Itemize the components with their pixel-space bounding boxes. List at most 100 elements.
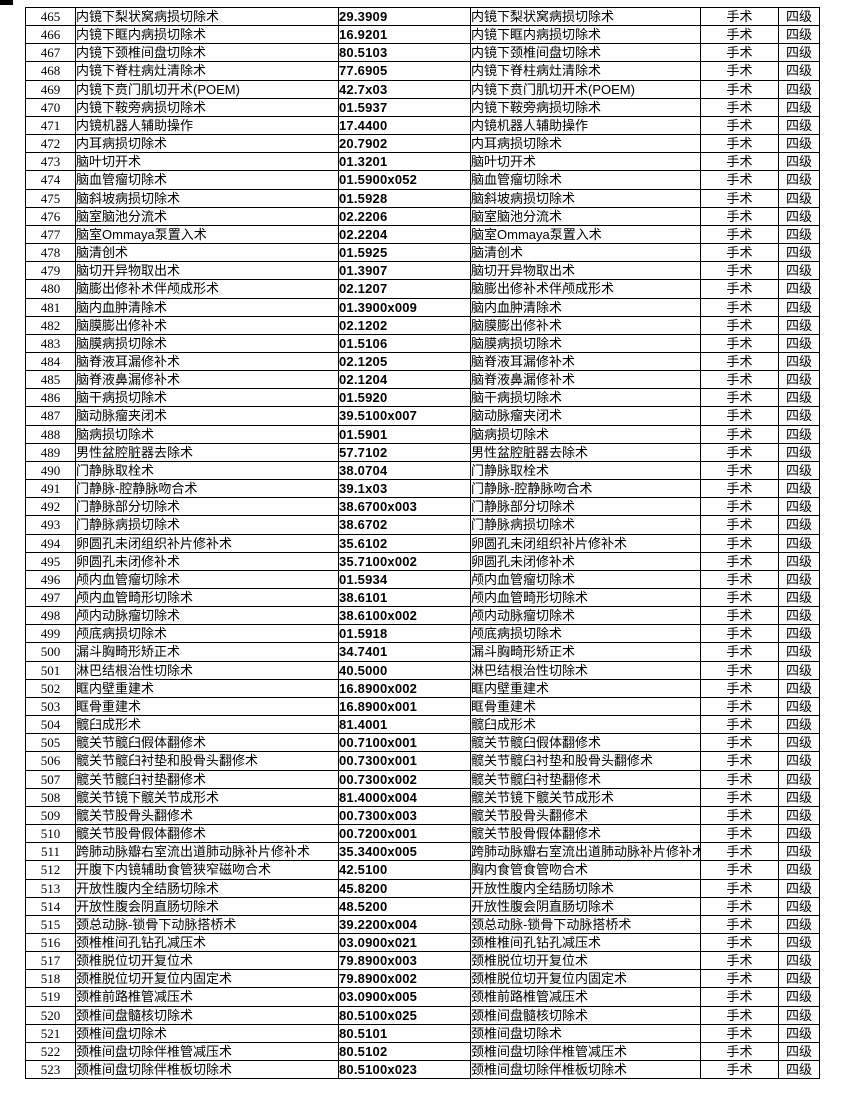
- category-cell: 手术: [700, 896, 779, 916]
- procedure-name-cell: 颈椎间盘切除伴椎管减压术: [75, 1041, 339, 1062]
- procedure-code-cell: 00.7100x001: [338, 733, 471, 753]
- category-cell: 手术: [700, 787, 779, 807]
- level-cell: 四级: [778, 115, 820, 136]
- table-row: 510 髋关节股骨假体翻修术 00.7200x001 髋关节股骨假体翻修术 手术…: [25, 824, 820, 844]
- procedure-name-alt-cell: 颈椎脱位切开复位术: [470, 951, 701, 971]
- level-cell: 四级: [778, 406, 820, 426]
- table-row: 474 脑血管瘤切除术 01.5900x052 脑血管瘤切除术 手术 四级: [25, 170, 820, 190]
- procedure-name-cell: 脑脊液鼻漏修补术: [75, 370, 339, 390]
- procedure-name-cell: 颈椎间盘切除术: [75, 1023, 339, 1043]
- level-cell: 四级: [778, 97, 820, 117]
- procedure-code-cell: 03.0900x005: [338, 987, 471, 1007]
- table-row: 484 脑脊液耳漏修补术 02.1205 脑脊液耳漏修补术 手术 四级: [25, 351, 820, 372]
- procedure-name-alt-cell: 脑脊液耳漏修补术: [470, 351, 701, 372]
- row-number-cell: 490: [25, 460, 76, 481]
- procedure-name-alt-cell: 颈椎椎间孔钻孔减压术: [470, 932, 701, 953]
- category-cell: 手术: [700, 442, 779, 462]
- table-row: 492 门静脉部分切除术 38.6700x003 门静脉部分切除术 手术 四级: [25, 497, 820, 517]
- table-row: 493 门静脉病损切除术 38.6702 门静脉病损切除术 手术 四级: [25, 515, 820, 535]
- procedure-name-cell: 脑脊液耳漏修补术: [75, 351, 339, 372]
- category-cell: 手术: [700, 479, 779, 499]
- category-cell: 手术: [700, 587, 779, 608]
- level-cell: 四级: [778, 642, 820, 662]
- procedure-code-cell: 01.5920: [338, 388, 471, 408]
- procedure-code-cell: 38.6101: [338, 587, 471, 608]
- level-cell: 四级: [778, 170, 820, 190]
- procedure-name-alt-cell: 脑膜病损切除术: [470, 333, 701, 353]
- procedure-name-alt-cell: 门静脉病损切除术: [470, 515, 701, 535]
- procedure-name-alt-cell: 内镜下梨状窝病损切除术: [470, 6, 701, 27]
- row-number-cell: 467: [25, 43, 76, 63]
- category-cell: 手术: [700, 43, 779, 63]
- level-cell: 四级: [778, 297, 820, 317]
- row-number-cell: 510: [25, 824, 76, 844]
- procedure-name-cell: 髋关节股骨假体翻修术: [75, 824, 339, 844]
- row-number-cell: 492: [25, 497, 76, 517]
- procedure-code-cell: 02.2204: [338, 224, 471, 245]
- category-cell: 手术: [700, 1005, 779, 1025]
- procedure-code-cell: 79.8900x003: [338, 951, 471, 971]
- level-cell: 四级: [778, 1041, 820, 1062]
- procedure-code-cell: 35.7100x002: [338, 551, 471, 571]
- table-row: 498 颅内动脉瘤切除术 38.6100x002 颅内动脉瘤切除术 手术 四级: [25, 606, 820, 626]
- table-row: 503 眶骨重建术 16.8900x001 眶骨重建术 手术 四级: [25, 696, 820, 717]
- procedure-code-cell: 42.7x03: [338, 79, 471, 99]
- table-row: 469 内镜下贲门肌切开术(POEM) 42.7x03 内镜下贲门肌切开术(PO…: [25, 79, 820, 99]
- procedure-code-cell: 45.8200: [338, 878, 471, 898]
- table-row: 495 卵圆孔未闭修补术 35.7100x002 卵圆孔未闭修补术 手术 四级: [25, 551, 820, 571]
- row-number-cell: 503: [25, 696, 76, 717]
- category-cell: 手术: [700, 1041, 779, 1062]
- level-cell: 四级: [778, 497, 820, 517]
- level-cell: 四级: [778, 43, 820, 63]
- table-row: 481 脑内血肿清除术 01.3900x009 脑内血肿清除术 手术 四级: [25, 297, 820, 317]
- procedure-name-cell: 脑干病损切除术: [75, 388, 339, 408]
- level-cell: 四级: [778, 932, 820, 953]
- table-row: 467 内镜下颈椎间盘切除术 80.5103 内镜下颈椎间盘切除术 手术 四级: [25, 43, 820, 63]
- procedure-name-alt-cell: 内镜下贲门肌切开术(POEM): [470, 79, 701, 99]
- procedure-name-cell: 颅内血管畸形切除术: [75, 587, 339, 608]
- table-row: 501 淋巴结根治性切除术 40.5000 淋巴结根治性切除术 手术 四级: [25, 660, 820, 680]
- procedure-name-alt-cell: 脑病损切除术: [470, 424, 701, 444]
- row-number-cell: 509: [25, 805, 76, 826]
- level-cell: 四级: [778, 606, 820, 626]
- procedure-name-cell: 内耳病损切除术: [75, 134, 339, 154]
- category-cell: 手术: [700, 914, 779, 934]
- level-cell: 四级: [778, 824, 820, 844]
- procedure-code-cell: 02.1207: [338, 279, 471, 299]
- procedure-code-cell: 38.0704: [338, 460, 471, 481]
- level-cell: 四级: [778, 1005, 820, 1025]
- row-number-cell: 521: [25, 1023, 76, 1043]
- row-number-cell: 468: [25, 61, 76, 81]
- row-number-cell: 488: [25, 424, 76, 444]
- row-number-cell: 516: [25, 932, 76, 953]
- procedure-name-cell: 颈椎脱位切开复位术: [75, 951, 339, 971]
- procedure-name-alt-cell: 髋臼成形术: [470, 715, 701, 735]
- procedure-code-cell: 80.5100x025: [338, 1005, 471, 1025]
- procedure-name-cell: 跨肺动脉瓣右室流出道肺动脉补片修补术: [75, 842, 339, 862]
- table-row: 507 髋关节髋臼衬垫翻修术 00.7300x002 髋关节髋臼衬垫翻修术 手术…: [25, 769, 820, 789]
- level-cell: 四级: [778, 769, 820, 789]
- category-cell: 手术: [700, 932, 779, 953]
- table-row: 506 髋关节髋臼衬垫和股骨头翻修术 00.7300x001 髋关节髋臼衬垫和股…: [25, 751, 820, 771]
- procedure-name-alt-cell: 卵圆孔未闭修补术: [470, 551, 701, 571]
- procedure-name-cell: 脑动脉瘤夹闭术: [75, 406, 339, 426]
- table-row: 515 颈总动脉-锁骨下动脉搭桥术 39.2200x004 颈总动脉-锁骨下动脉…: [25, 914, 820, 934]
- procedure-name-cell: 脑膜病损切除术: [75, 333, 339, 353]
- level-cell: 四级: [778, 388, 820, 408]
- procedure-code-cell: 81.4001: [338, 715, 471, 735]
- category-cell: 手术: [700, 97, 779, 117]
- procedure-code-cell: 48.5200: [338, 896, 471, 916]
- category-cell: 手术: [700, 61, 779, 81]
- procedure-name-alt-cell: 颈椎间盘切除伴椎管减压术: [470, 1041, 701, 1062]
- procedure-name-cell: 颅内动脉瘤切除术: [75, 606, 339, 626]
- category-cell: 手术: [700, 715, 779, 735]
- procedure-name-cell: 开腹下内镜辅助食管狭窄磁吻合术: [75, 860, 339, 880]
- category-cell: 手术: [700, 79, 779, 99]
- page-edge-fragment: [0, 0, 13, 5]
- category-cell: 手术: [700, 606, 779, 626]
- table-row: 522 颈椎间盘切除伴椎管减压术 80.5102 颈椎间盘切除伴椎管减压术 手术…: [25, 1041, 820, 1062]
- procedure-name-cell: 颈椎椎间孔钻孔减压术: [75, 932, 339, 953]
- row-number-cell: 518: [25, 969, 76, 989]
- table-row: 500 漏斗胸畸形矫正术 34.7401 漏斗胸畸形矫正术 手术 四级: [25, 642, 820, 662]
- procedure-code-cell: 01.3907: [338, 261, 471, 281]
